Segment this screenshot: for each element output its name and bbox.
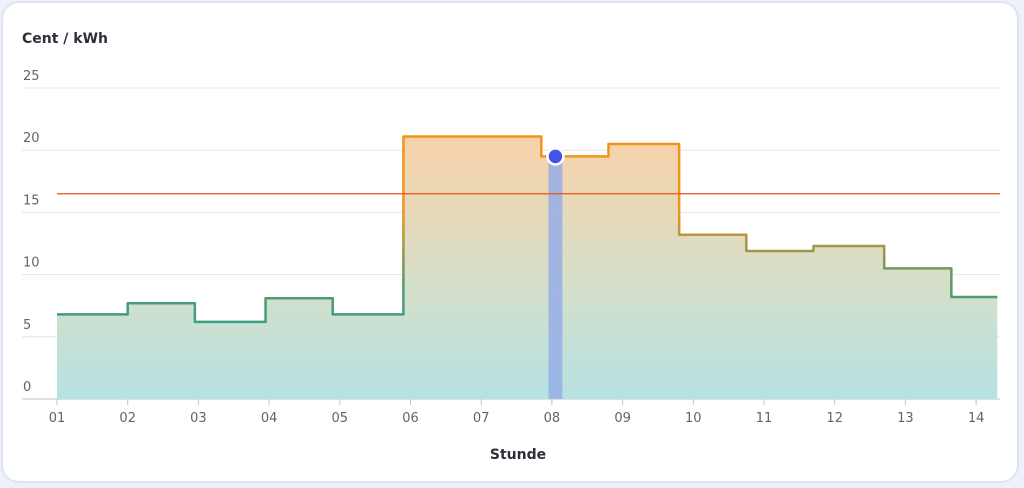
y-tick-label: 15: [23, 193, 40, 208]
price-area: [57, 136, 998, 400]
y-tick-label: 5: [23, 318, 31, 333]
y-tick-label: 25: [23, 69, 40, 84]
x-tick-label: 03: [190, 411, 207, 426]
x-tick-label: 09: [614, 411, 631, 426]
x-axis-title: Stunde: [490, 447, 546, 463]
x-tick-label: 07: [473, 411, 490, 426]
price-line: [57, 135, 998, 324]
x-tick-label: 11: [756, 411, 773, 426]
x-tick-label: 10: [685, 411, 702, 426]
x-tick-labels: 01 02 03 04 05 06 07 08 09 10 11 12 13 14: [49, 399, 985, 426]
y-tick-label: 10: [23, 256, 40, 271]
highlight-band: [548, 156, 563, 399]
x-tick-label: 12: [826, 411, 843, 426]
x-tick-label: 05: [332, 411, 349, 426]
x-tick-label: 01: [49, 411, 66, 426]
x-tick-label: 04: [261, 411, 278, 426]
y-tick-labels: 0 5 10 15 20 25: [23, 69, 40, 395]
y-axis-title: Cent / kWh: [22, 31, 108, 47]
x-tick-label: 08: [544, 411, 561, 426]
y-tick-label: 20: [23, 131, 40, 146]
x-tick-label: 13: [897, 411, 914, 426]
x-tick-label: 14: [968, 411, 985, 426]
y-tick-label: 0: [23, 380, 31, 395]
x-tick-label: 06: [402, 411, 419, 426]
highlight-marker[interactable]: [546, 147, 565, 166]
x-tick-label: 02: [119, 411, 136, 426]
